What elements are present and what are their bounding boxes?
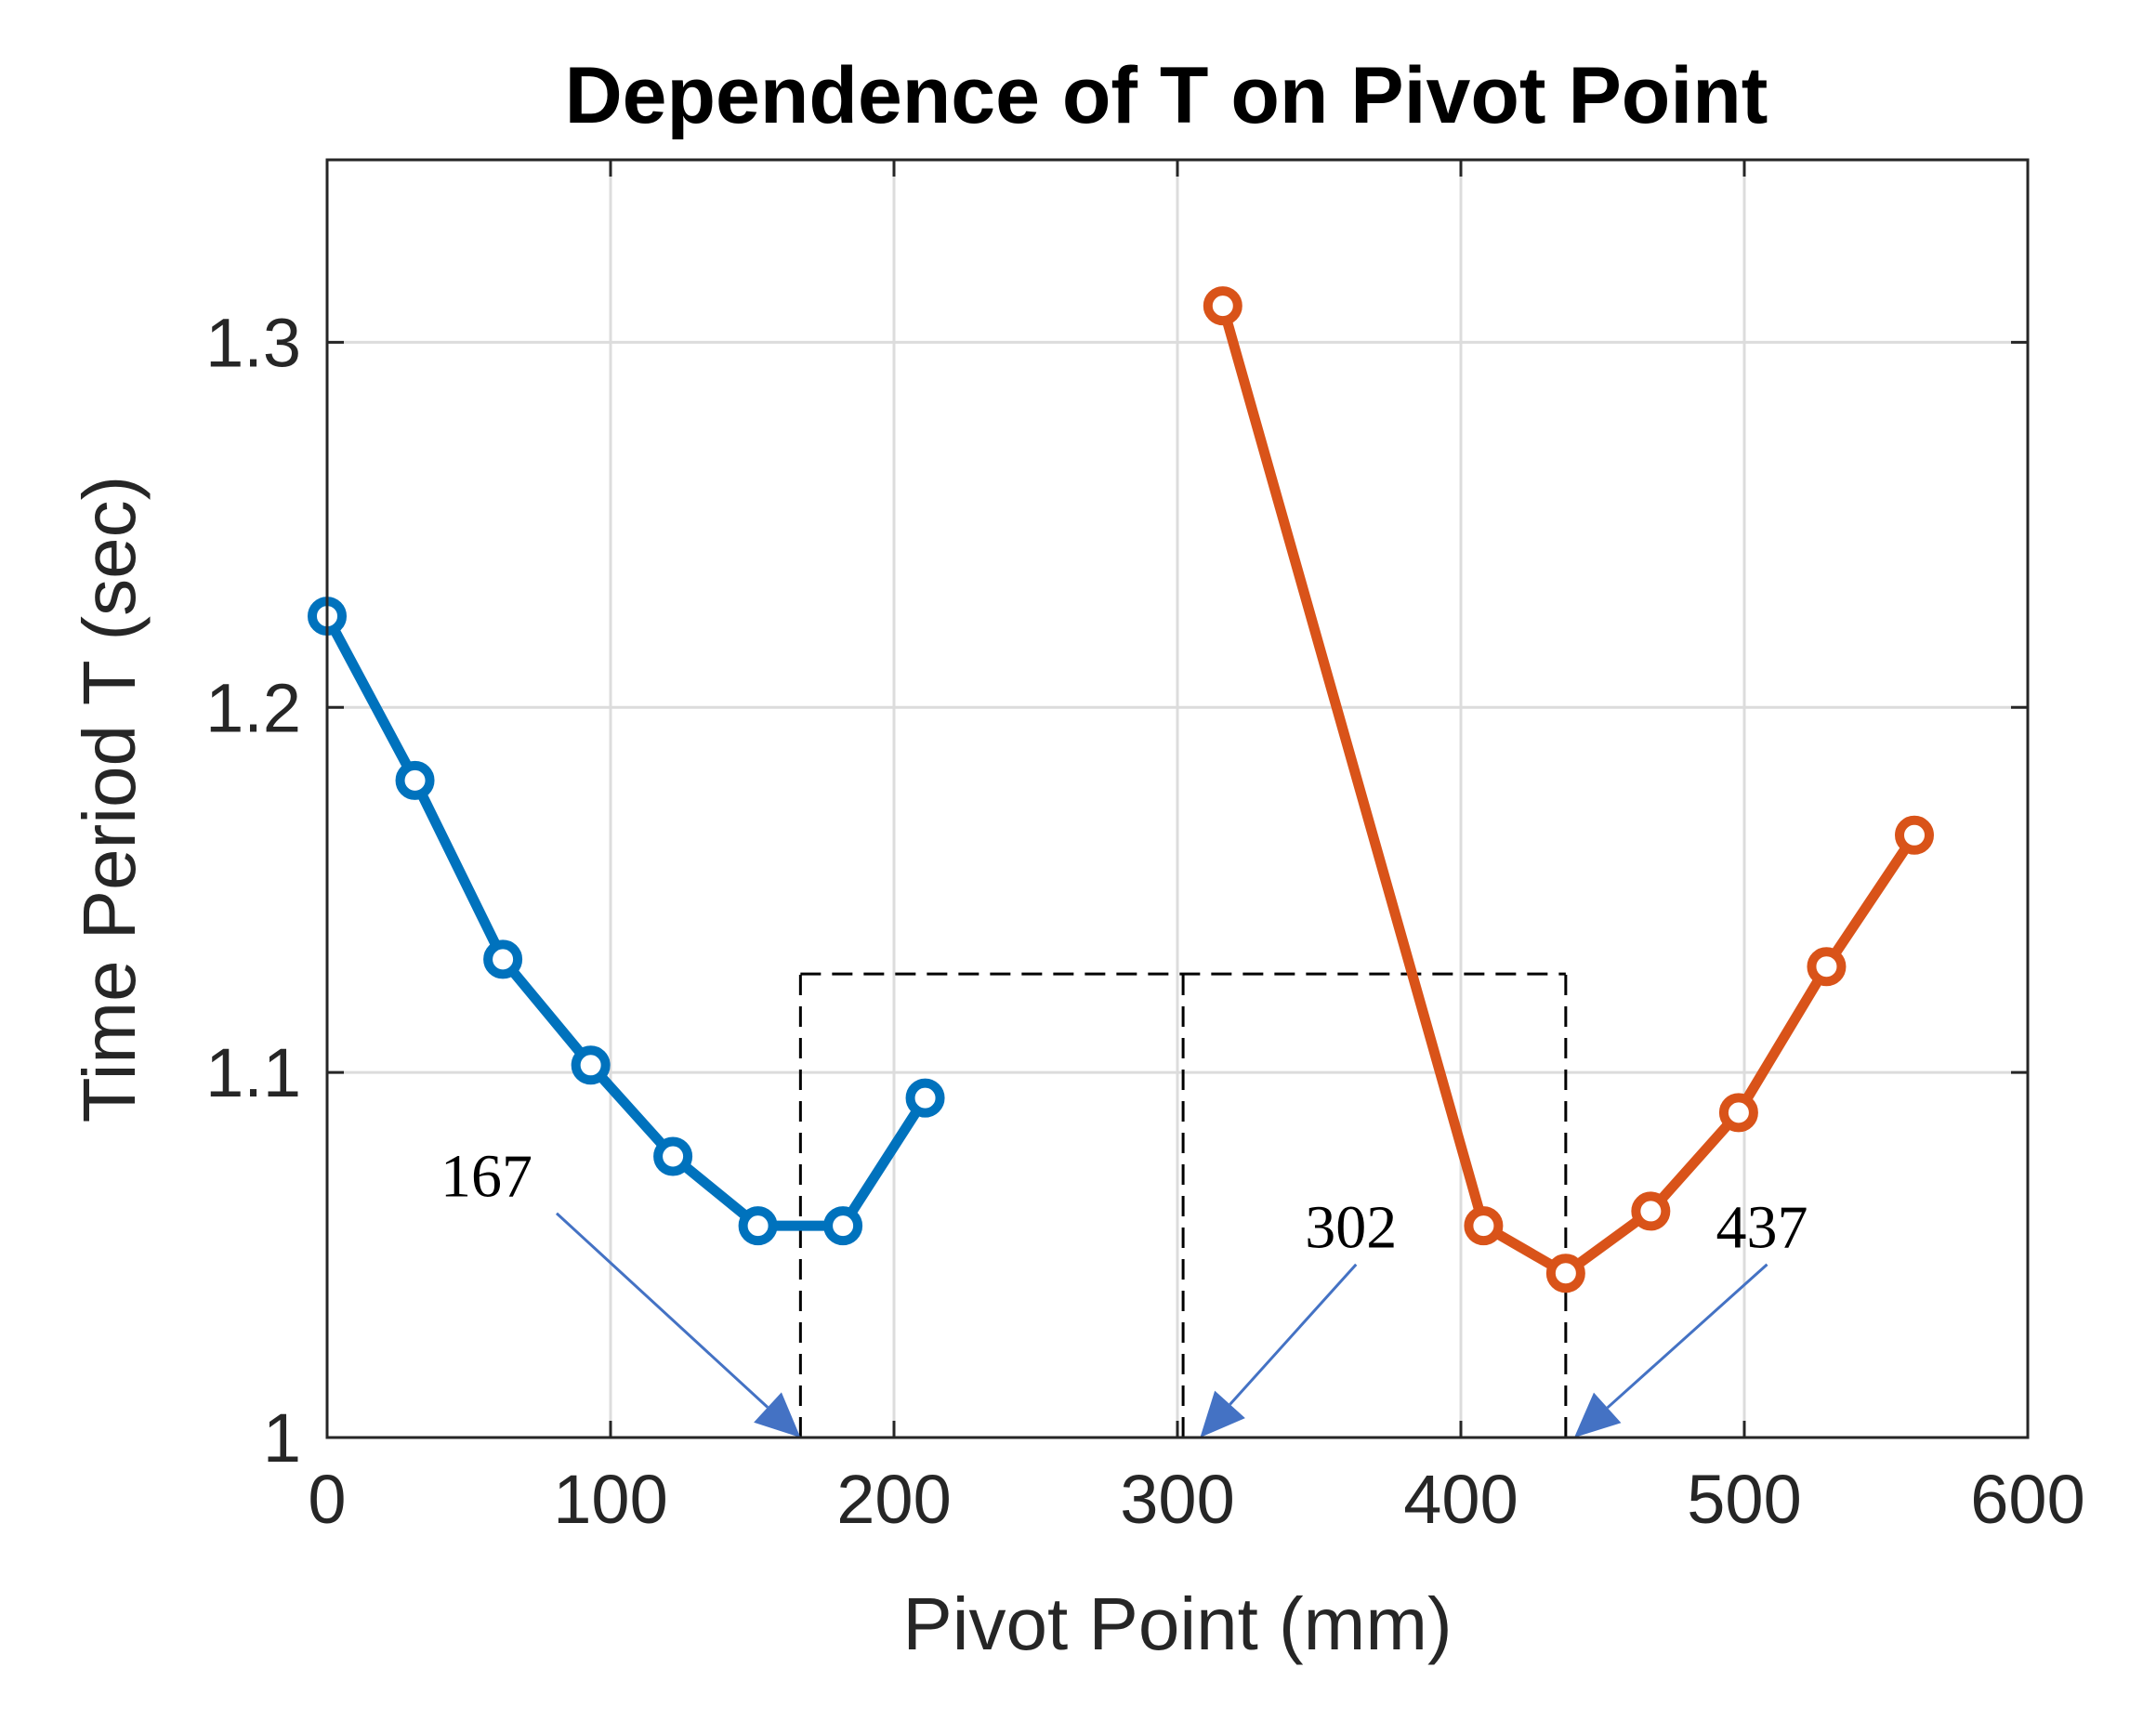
annotation-arrow-head [1200,1390,1245,1438]
data-point [395,760,435,800]
annotation-437: 437 [1574,1194,1808,1438]
reference-box [798,972,1568,1438]
data-point [1545,1254,1585,1293]
data-point [653,1136,693,1176]
annotation-label: 302 [1305,1194,1397,1262]
y-tick-label: 1.3 [205,304,301,381]
data-point [905,1078,945,1118]
data-point [738,1206,778,1246]
annotation-arrow-head [1574,1392,1622,1438]
annotation-label: 437 [1716,1194,1808,1262]
data-point [1718,1093,1758,1133]
data-point [1807,947,1847,987]
y-tick-label: 1 [263,1399,301,1477]
y-tick-label: 1.2 [205,669,301,746]
annotation-layer: 167 302 437 [440,1143,1808,1438]
data-point [1631,1191,1671,1231]
annotation-label: 167 [440,1143,532,1211]
tick-marks [325,160,2030,1439]
data-point [1203,286,1242,326]
x-tick-label: 100 [553,1461,667,1538]
series-layer [308,286,1934,1293]
y-tick-label: 1.1 [205,1034,301,1111]
tick-labels: 0 100 200 300 400 500 600 1 1.1 1.2 1.3 [205,304,2085,1538]
data-point [823,1206,863,1246]
x-tick-label: 600 [1970,1461,2084,1538]
annotation-arrow-line [1606,1263,1768,1410]
annotation-arrow-head [754,1392,801,1438]
annotation-302: 302 [1200,1194,1397,1438]
annotation-arrow-line [555,1212,769,1409]
data-point [483,939,523,979]
x-tick-label: 0 [308,1461,346,1538]
annotation-167: 167 [440,1143,801,1438]
y-axis-label: Time Period T (sec) [68,476,151,1123]
data-point [571,1045,611,1085]
annotation-arrow-line [1229,1263,1358,1406]
x-axis-label: Pivot Point (mm) [902,1582,1452,1665]
x-tick-label: 500 [1687,1461,1801,1538]
data-point [1895,815,1934,855]
x-tick-label: 400 [1403,1461,1518,1538]
data-point [1464,1206,1504,1246]
series-2 [1203,286,1934,1293]
x-tick-label: 200 [836,1461,951,1538]
chart-title: Dependence of T on Pivot Point [565,51,1768,140]
x-tick-label: 300 [1120,1461,1234,1538]
